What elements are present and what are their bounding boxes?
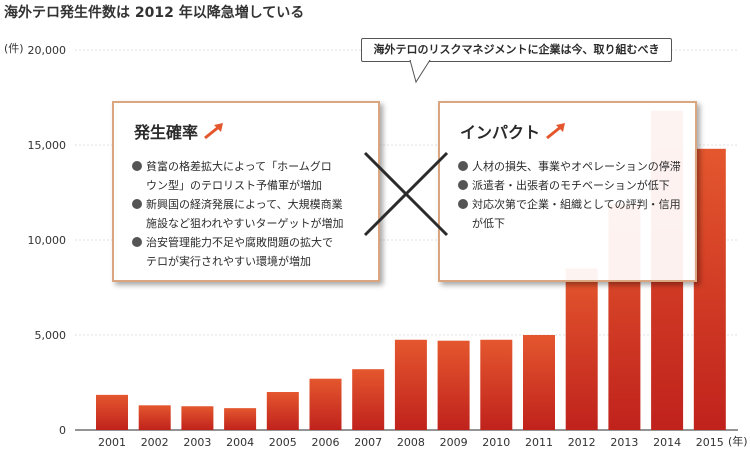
impact-card: インパクト 人材の損失、事業やオペレーションの停滞 派遣者・出張者のモチベーショ… (438, 101, 697, 282)
bar-2010 (480, 339, 513, 430)
y-tick-label: 20,000 (28, 44, 67, 57)
list-item: 派遣者・出張者のモチベーションが低下 (458, 176, 695, 195)
chart-title: 海外テロ発生件数は 2012 年以降急増している (4, 5, 305, 21)
x-axis-ticks: 2001 2002 2003 2004 2005 2006 2007 2008 2009 2010… (98, 436, 724, 449)
bar-2007 (352, 369, 385, 430)
callout-text: 海外テロのリスクマネジメントに企業は今、取り組むべき (373, 43, 660, 56)
x-tick-label: 2007 (354, 436, 382, 449)
bar-2008 (394, 339, 427, 430)
callout-box: 海外テロのリスクマネジメントに企業は今、取り組むべき (361, 38, 672, 62)
x-tick-label: 2012 (568, 436, 596, 449)
bar-2011 (523, 335, 555, 430)
x-tick-label: 2010 (482, 436, 510, 449)
callout-tail (409, 60, 431, 84)
probability-heading: 発生確率 (134, 123, 199, 142)
multiply-cross-icon (363, 151, 449, 237)
probability-card: 発生確率 貧富の格差拡大によって「ホームグロ ウン型」のテロリスト予備軍が増加 … (112, 101, 380, 282)
x-tick-label: 2003 (183, 436, 211, 449)
y-axis-ticks: 0 5,000 10,000 15,000 20,000 (28, 44, 67, 437)
probability-list: 貧富の格差拡大によって「ホームグロ ウン型」のテロリスト予備軍が増加 新興国の経… (132, 157, 378, 271)
bar-2002 (138, 405, 171, 430)
y-tick-label: 10,000 (28, 234, 67, 247)
y-unit-label: (件) (4, 42, 24, 55)
list-item: 新興国の経済発展によって、大規模商業 施設など狙われやすいターゲットが増加 (132, 195, 378, 233)
x-tick-label: 2002 (141, 436, 169, 449)
x-tick-label: 2006 (312, 436, 340, 449)
bar-2006 (309, 378, 342, 430)
impact-heading: インパクト (460, 123, 541, 142)
bar-2012 (565, 268, 598, 430)
bullet-icon (132, 199, 142, 209)
bar-2005 (266, 392, 299, 430)
y-tick-label: 5,000 (35, 329, 67, 342)
up-trend-arrow-icon (204, 123, 224, 140)
x-unit-label: (年) (728, 434, 748, 448)
bullet-icon (458, 180, 468, 190)
list-item: 貧富の格差拡大によって「ホームグロ ウン型」のテロリスト予備軍が増加 (132, 157, 378, 195)
x-tick-label: 2005 (269, 436, 297, 449)
list-item: 対応次第で企業・組織としての評判・信用 が低下 (458, 195, 695, 233)
list-item: 人材の損失、事業やオペレーションの停滞 (458, 157, 695, 176)
x-tick-label: 2011 (525, 436, 553, 449)
x-tick-label: 2004 (226, 436, 254, 449)
up-trend-arrow-icon (546, 123, 566, 140)
bullet-icon (458, 161, 468, 171)
x-tick-label: 2001 (98, 436, 126, 449)
y-tick-label: 15,000 (28, 139, 67, 152)
bar-2004 (224, 408, 257, 430)
x-tick-label: 2008 (397, 436, 425, 449)
x-tick-label: 2013 (610, 436, 638, 449)
bullet-icon (132, 161, 142, 171)
bar-2015 (693, 148, 726, 431)
y-tick-label: 0 (59, 424, 66, 437)
x-tick-label: 2015 (696, 436, 724, 449)
bar-2009 (437, 340, 470, 430)
impact-list: 人材の損失、事業やオペレーションの停滞 派遣者・出張者のモチベーションが低下 対… (458, 157, 695, 233)
bullet-icon (132, 237, 142, 247)
bar-2003 (181, 406, 214, 430)
list-item: 治安管理能力不足や腐敗問題の拡大で テロが実行されやすい環境が増加 (132, 233, 378, 271)
bar-2001 (96, 394, 128, 430)
bullet-icon (458, 199, 468, 209)
x-tick-label: 2009 (440, 436, 468, 449)
x-tick-label: 2014 (653, 436, 681, 449)
